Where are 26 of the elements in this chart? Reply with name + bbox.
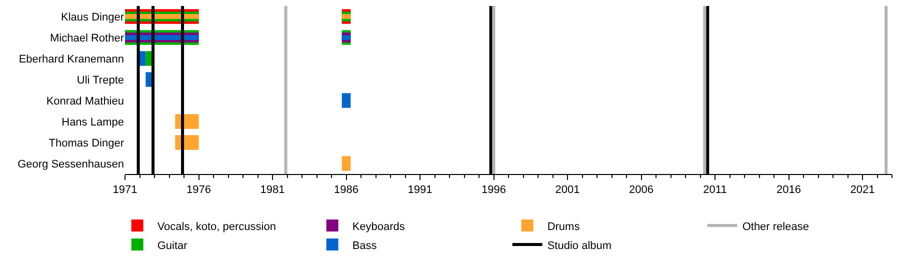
y-tick-label: Georg Sessenhausen xyxy=(18,158,124,170)
x-tick-label: 1981 xyxy=(260,184,285,196)
y-tick-label: Hans Lampe xyxy=(62,116,124,128)
x-tick-label: 2021 xyxy=(850,184,875,196)
y-tick-label: Eberhard Kranemann xyxy=(18,53,124,66)
y-tick-label: Konrad Mathieu xyxy=(46,95,124,108)
x-tick-label: 1976 xyxy=(186,184,211,196)
legend-label: Keyboards xyxy=(352,220,406,233)
legend-label: Guitar xyxy=(157,240,188,252)
x-tick-label: 1986 xyxy=(334,184,358,196)
x-tick-label: 2011 xyxy=(703,184,727,196)
legend-label: Bass xyxy=(352,240,378,252)
x-tick-label: 1991 xyxy=(408,184,432,196)
y-tick-label: Thomas Dinger xyxy=(48,137,124,150)
y-tick-label: Michael Rother xyxy=(50,32,124,44)
x-tick-label: 2016 xyxy=(776,184,801,196)
legend-label: Other release xyxy=(742,220,809,233)
legend-label: Drums xyxy=(547,220,580,233)
x-tick-label: 2001 xyxy=(555,184,580,196)
legend-label: Vocals, koto, percussion xyxy=(157,220,276,233)
x-tick-label: 1971 xyxy=(112,184,138,196)
x-tick-label: 2006 xyxy=(629,184,654,196)
legend-label: Studio album xyxy=(547,240,612,252)
y-tick-label: Uli Trepte xyxy=(76,74,124,86)
y-tick-label: Klaus Dinger xyxy=(61,11,124,24)
x-tick-label: 1996 xyxy=(482,184,506,196)
